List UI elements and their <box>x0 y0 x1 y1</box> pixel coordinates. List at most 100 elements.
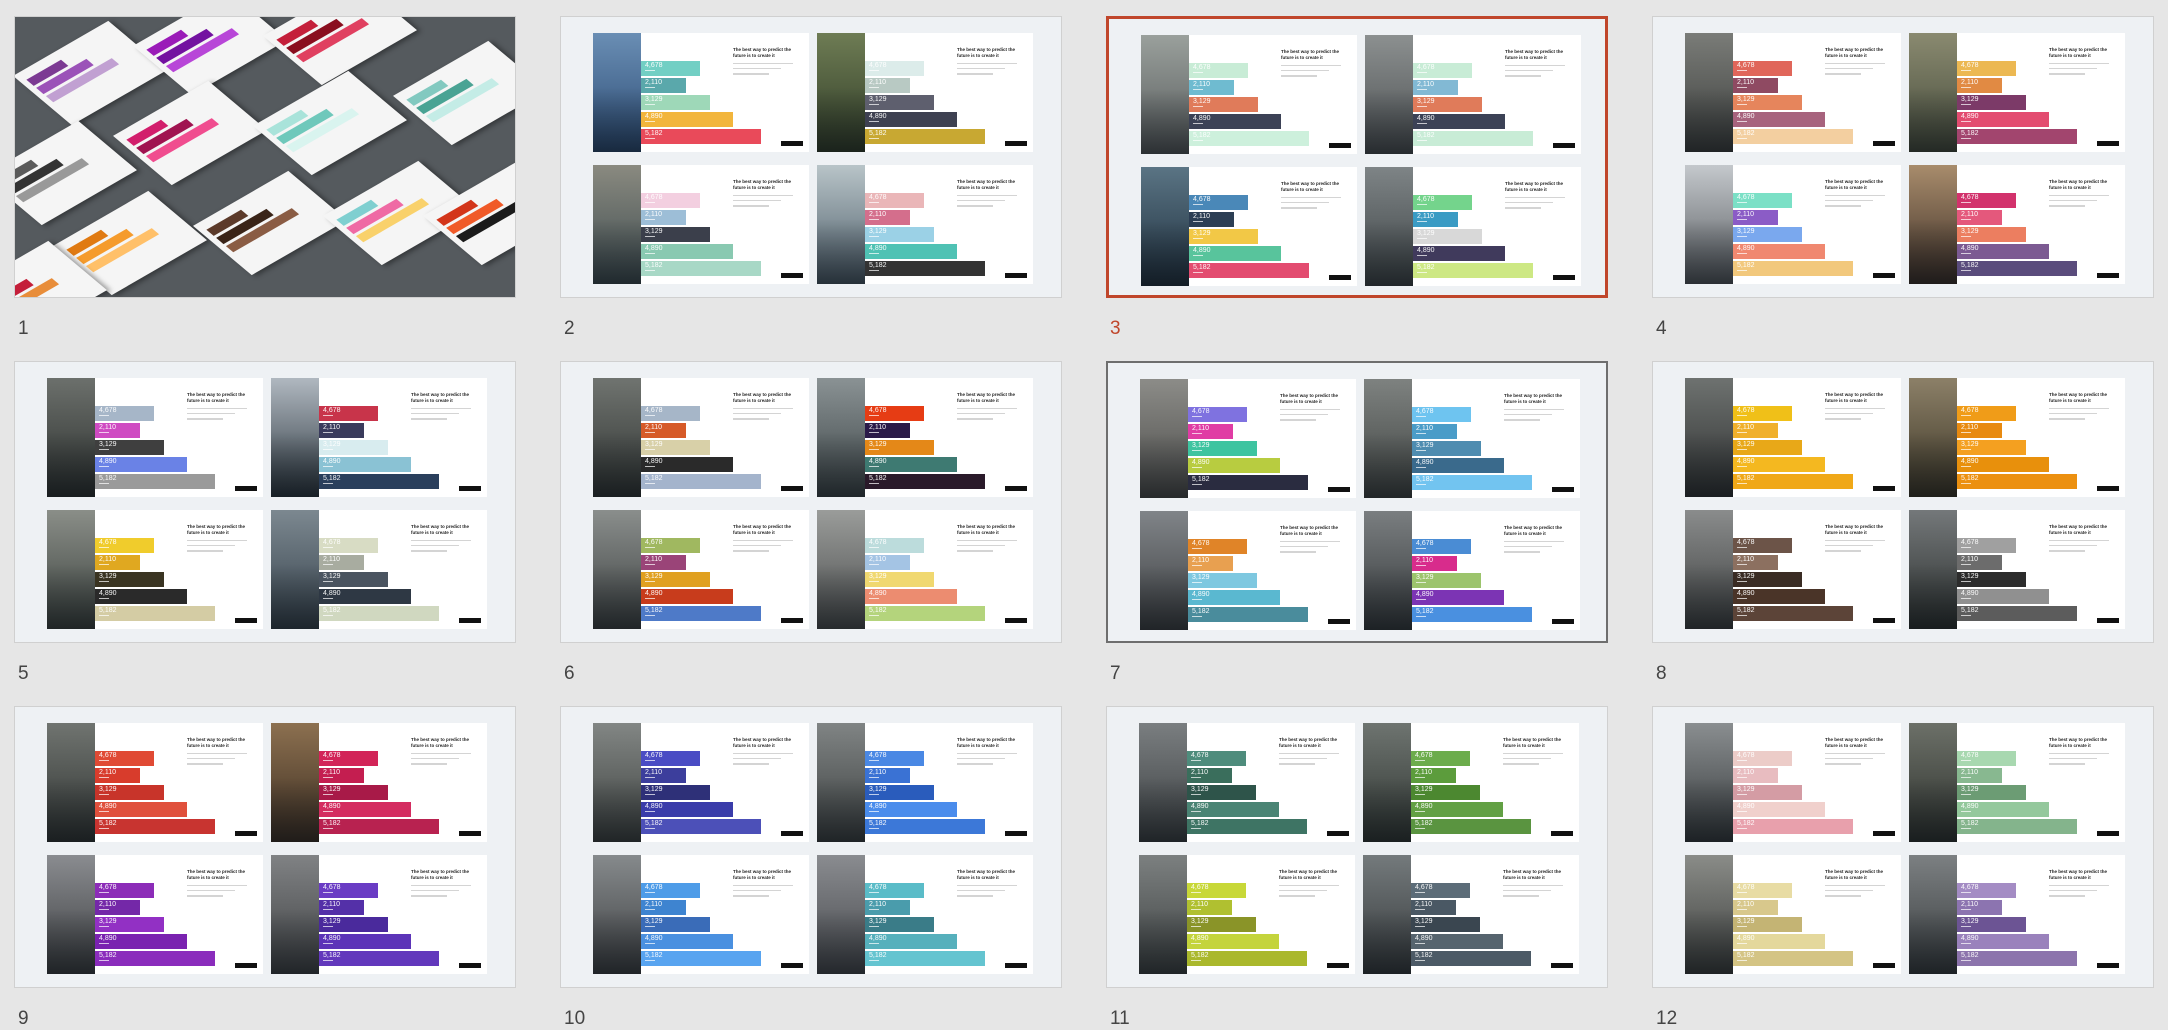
slide-thumbnail[interactable] <box>14 16 516 298</box>
bar-value-label: 4,890 <box>869 458 887 465</box>
bar-value-label: 4,890 <box>1961 113 1979 120</box>
landscape-photo <box>1365 167 1413 286</box>
bar-value-label: 4,678 <box>99 884 117 891</box>
slide-thumbnail[interactable]: 4,678 2,110 3,129 4,890 5,182 The best way to… <box>560 361 1062 643</box>
bar: 5,182 <box>641 261 761 276</box>
bar: 4,678 <box>641 61 700 76</box>
bar: 3,129 <box>641 785 710 800</box>
chart-card: 4,678 2,110 3,129 4,890 5,182 The best way to… <box>271 855 487 974</box>
bar: 4,890 <box>1412 458 1504 473</box>
slide-thumbnail[interactable]: 4,678 2,110 3,129 4,890 5,182 The best way to… <box>560 706 1062 988</box>
slide-thumbnail[interactable]: 4,678 2,110 3,129 4,890 5,182 The best way to… <box>1652 706 2154 988</box>
bar-value-label: 3,129 <box>323 786 341 793</box>
bar: 2,110 <box>1413 212 1458 227</box>
bar-value-label: 4,890 <box>869 590 887 597</box>
landscape-photo <box>1685 855 1733 974</box>
bar: 4,678 <box>1957 406 2016 421</box>
card-heading: The best way to predict the future is to… <box>957 179 1016 190</box>
chart-card: 4,678 2,110 3,129 4,890 5,182 The best way to… <box>1140 379 1356 498</box>
bar-value-label: 4,678 <box>1193 64 1211 71</box>
bar-value-label: 3,129 <box>645 573 663 580</box>
chart-card: 4,678 2,110 3,129 4,890 5,182 The best way to… <box>1363 855 1579 974</box>
bar-value-label: 4,890 <box>1416 591 1434 598</box>
bar: 2,110 <box>641 423 686 438</box>
footer-tag <box>1327 963 1349 968</box>
landscape-photo <box>817 855 865 974</box>
body-text-placeholder <box>2049 63 2109 79</box>
card-heading: The best way to predict the future is to… <box>957 737 1016 748</box>
bar-value-label: 5,182 <box>645 607 663 614</box>
bar: 5,182 <box>1733 261 1853 276</box>
body-text-placeholder <box>1825 885 1885 901</box>
bar: 2,110 <box>1411 768 1456 783</box>
slide-thumbnail[interactable]: 4,678 2,110 3,129 4,890 5,182 The best way to… <box>1106 706 1608 988</box>
bar-value-label: 2,110 <box>1737 211 1754 218</box>
footer-tag <box>1873 831 1895 836</box>
body-text-placeholder <box>411 540 471 556</box>
body-text-placeholder <box>2049 885 2109 901</box>
bar-value-label: 2,110 <box>99 901 116 908</box>
bar-value-label: 4,890 <box>1961 245 1979 252</box>
bar-value-label: 4,890 <box>1961 458 1979 465</box>
bar: 3,129 <box>1189 229 1258 244</box>
slide-thumbnail[interactable]: 4,678 2,110 3,129 4,890 5,182 The best way to… <box>1106 361 1608 643</box>
slide-thumbnail[interactable]: 4,678 2,110 3,129 4,890 5,182 The best way to… <box>560 16 1062 298</box>
bar: 3,129 <box>865 95 934 110</box>
bar: 4,890 <box>319 934 411 949</box>
slide-thumbnail[interactable]: 4,678 2,110 3,129 4,890 5,182 The best way to… <box>1106 16 1608 298</box>
chart-card: 4,678 2,110 3,129 4,890 5,182 The best way to… <box>47 855 263 974</box>
bar-value-label: 5,182 <box>1417 264 1435 271</box>
body-text-placeholder <box>1505 65 1565 81</box>
bar: 3,129 <box>865 440 934 455</box>
landscape-photo <box>47 510 95 629</box>
bar: 2,110 <box>1957 900 2002 915</box>
card-heading: The best way to predict the future is to… <box>1503 869 1562 880</box>
bar: 4,890 <box>1413 246 1505 261</box>
bar: 5,182 <box>319 819 439 834</box>
body-text-placeholder <box>1280 541 1340 557</box>
bar-value-label: 4,890 <box>645 935 663 942</box>
bar: 4,890 <box>641 112 733 127</box>
bar: 5,182 <box>1957 129 2077 144</box>
body-text-placeholder <box>1281 65 1341 81</box>
bar: 4,890 <box>1957 934 2049 949</box>
body-text-placeholder <box>1280 409 1340 425</box>
bar-value-label: 5,182 <box>323 607 341 614</box>
bar-value-label: 3,129 <box>1737 228 1755 235</box>
slide-thumbnail[interactable]: 4,678 2,110 3,129 4,890 5,182 The best way to… <box>1652 361 2154 643</box>
bar: 3,129 <box>1188 441 1257 456</box>
bar-value-label: 5,182 <box>1415 820 1433 827</box>
bar: 2,110 <box>1733 210 1778 225</box>
bar-value-label: 4,678 <box>1737 407 1755 414</box>
bar-value-label: 4,890 <box>1961 590 1979 597</box>
bar: 4,890 <box>865 112 957 127</box>
slide-thumbnail[interactable]: 4,678 2,110 3,129 4,890 5,182 The best way to… <box>14 361 516 643</box>
bar-value-label: 3,129 <box>99 786 117 793</box>
bar: 3,129 <box>1733 572 1802 587</box>
bar-value-label: 2,110 <box>1961 424 1978 431</box>
bar: 4,890 <box>319 457 411 472</box>
bar: 3,129 <box>1411 917 1480 932</box>
bar: 3,129 <box>641 572 710 587</box>
bar: 4,678 <box>1957 538 2016 553</box>
bar: 4,678 <box>865 751 924 766</box>
landscape-photo <box>1140 379 1188 498</box>
slide-thumbnail[interactable]: 4,678 2,110 3,129 4,890 5,182 The best way to… <box>1652 16 2154 298</box>
bar-value-label: 3,129 <box>1416 442 1434 449</box>
body-text-placeholder <box>1825 195 1885 211</box>
bar-value-label: 2,110 <box>1961 556 1978 563</box>
bar: 2,110 <box>1411 900 1456 915</box>
bar: 2,110 <box>319 423 364 438</box>
slide-thumbnail[interactable]: 4,678 2,110 3,129 4,890 5,182 The best way to… <box>14 706 516 988</box>
chart-card: 4,678 2,110 3,129 4,890 5,182 The best way to… <box>47 378 263 497</box>
footer-tag <box>1551 963 1573 968</box>
bar: 5,182 <box>1957 474 2077 489</box>
bar: 3,129 <box>1413 229 1482 244</box>
bar: 2,110 <box>1413 80 1458 95</box>
landscape-photo <box>1685 165 1733 284</box>
landscape-photo <box>1909 33 1957 152</box>
bar: 2,110 <box>865 900 910 915</box>
landscape-photo <box>1685 510 1733 629</box>
bar-value-label: 4,890 <box>1961 803 1979 810</box>
bar: 5,182 <box>865 129 985 144</box>
